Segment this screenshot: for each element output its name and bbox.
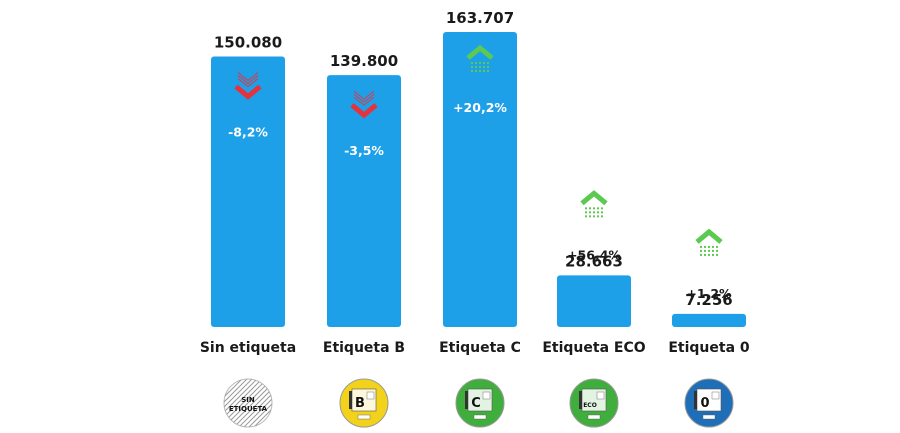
up-arrow-icon (695, 228, 723, 256)
svg-text:C: C (471, 396, 481, 411)
svg-text:ETIQUETA: ETIQUETA (229, 405, 268, 413)
change-label-2: -3,5% (344, 143, 384, 158)
svg-text:B: B (355, 396, 365, 411)
value-label-2: 139.800 (330, 52, 398, 70)
category-label-1: Sin etiqueta (200, 340, 296, 356)
category-label-3: Etiqueta C (439, 340, 521, 356)
category-label-2: Etiqueta B (323, 340, 405, 356)
up-arrow-icon (580, 190, 608, 218)
label-b-sticker-icon: B (339, 378, 389, 428)
value-label-4: 28.663 (565, 252, 623, 270)
value-label-3: 163.707 (446, 9, 514, 27)
bar-3 (443, 32, 517, 327)
svg-text:ECO: ECO (583, 402, 597, 409)
bar-4 (557, 275, 631, 327)
up-arrow-icon (466, 44, 494, 72)
change-label-1: -8,2% (228, 125, 268, 140)
bar-5 (672, 313, 746, 327)
label-zero-sticker-icon: 0 (684, 378, 734, 428)
change-label-3: +20,2% (453, 100, 507, 115)
bar-1 (211, 56, 285, 328)
value-label-1: 150.080 (214, 34, 282, 52)
label-c-sticker-icon: C (455, 378, 505, 428)
bar-2 (327, 75, 401, 327)
down-arrow-icon (234, 72, 262, 100)
change-label-4: +56,4% (567, 247, 621, 262)
label-eco-sticker-icon: ECO (569, 378, 619, 428)
change-label-5: +1,2% (686, 286, 732, 301)
category-label-4: Etiqueta ECO (542, 340, 645, 356)
svg-text:SIN: SIN (241, 396, 255, 404)
svg-text:0: 0 (700, 396, 709, 411)
value-label-5: 7.256 (685, 291, 732, 309)
category-label-5: Etiqueta 0 (668, 340, 750, 356)
down-arrow-icon (350, 90, 378, 119)
